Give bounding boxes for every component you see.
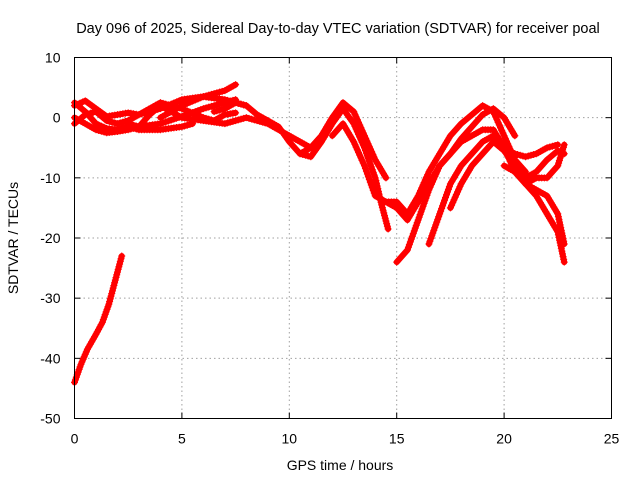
y-tick-label: -20	[40, 230, 60, 246]
series-sat-q	[71, 252, 126, 386]
x-axis-label: GPS time / hours	[287, 457, 394, 473]
series-layer	[71, 81, 568, 386]
x-tick-label: 25	[604, 431, 620, 447]
ticks: 0 5 10 15 20 25 -50 -40 -30 -20 -10 0 10	[40, 50, 619, 447]
series-sat-i	[296, 99, 390, 182]
series-markers	[296, 99, 390, 182]
x-tick-label: 0	[71, 431, 79, 447]
series-markers	[446, 138, 568, 212]
plot-frame	[74, 57, 612, 419]
x-tick-label: 20	[496, 431, 512, 447]
y-tick-label: -40	[40, 350, 60, 366]
y-axis-label: SDTVAR / TECUs	[5, 182, 21, 294]
series-markers	[210, 99, 250, 116]
series-sat-n	[446, 138, 568, 212]
x-tick-label: 10	[282, 431, 298, 447]
y-tick-label: -10	[40, 170, 60, 186]
chart-title: Day 096 of 2025, Sidereal Day-to-day VTE…	[76, 21, 600, 37]
y-tick-label: -30	[40, 290, 60, 306]
series-sat-o	[500, 141, 562, 161]
series-sat-h	[210, 99, 250, 116]
series-sat-f	[135, 99, 240, 125]
y-tick-label: -50	[40, 411, 60, 427]
y-tick-label: 0	[53, 110, 61, 126]
grid	[74, 57, 612, 419]
series-sat-p	[500, 141, 568, 188]
y-tick-label: 10	[45, 50, 61, 66]
series-markers	[500, 141, 568, 188]
series-markers	[500, 141, 562, 161]
x-tick-label: 5	[178, 431, 186, 447]
x-tick-label: 15	[389, 431, 405, 447]
